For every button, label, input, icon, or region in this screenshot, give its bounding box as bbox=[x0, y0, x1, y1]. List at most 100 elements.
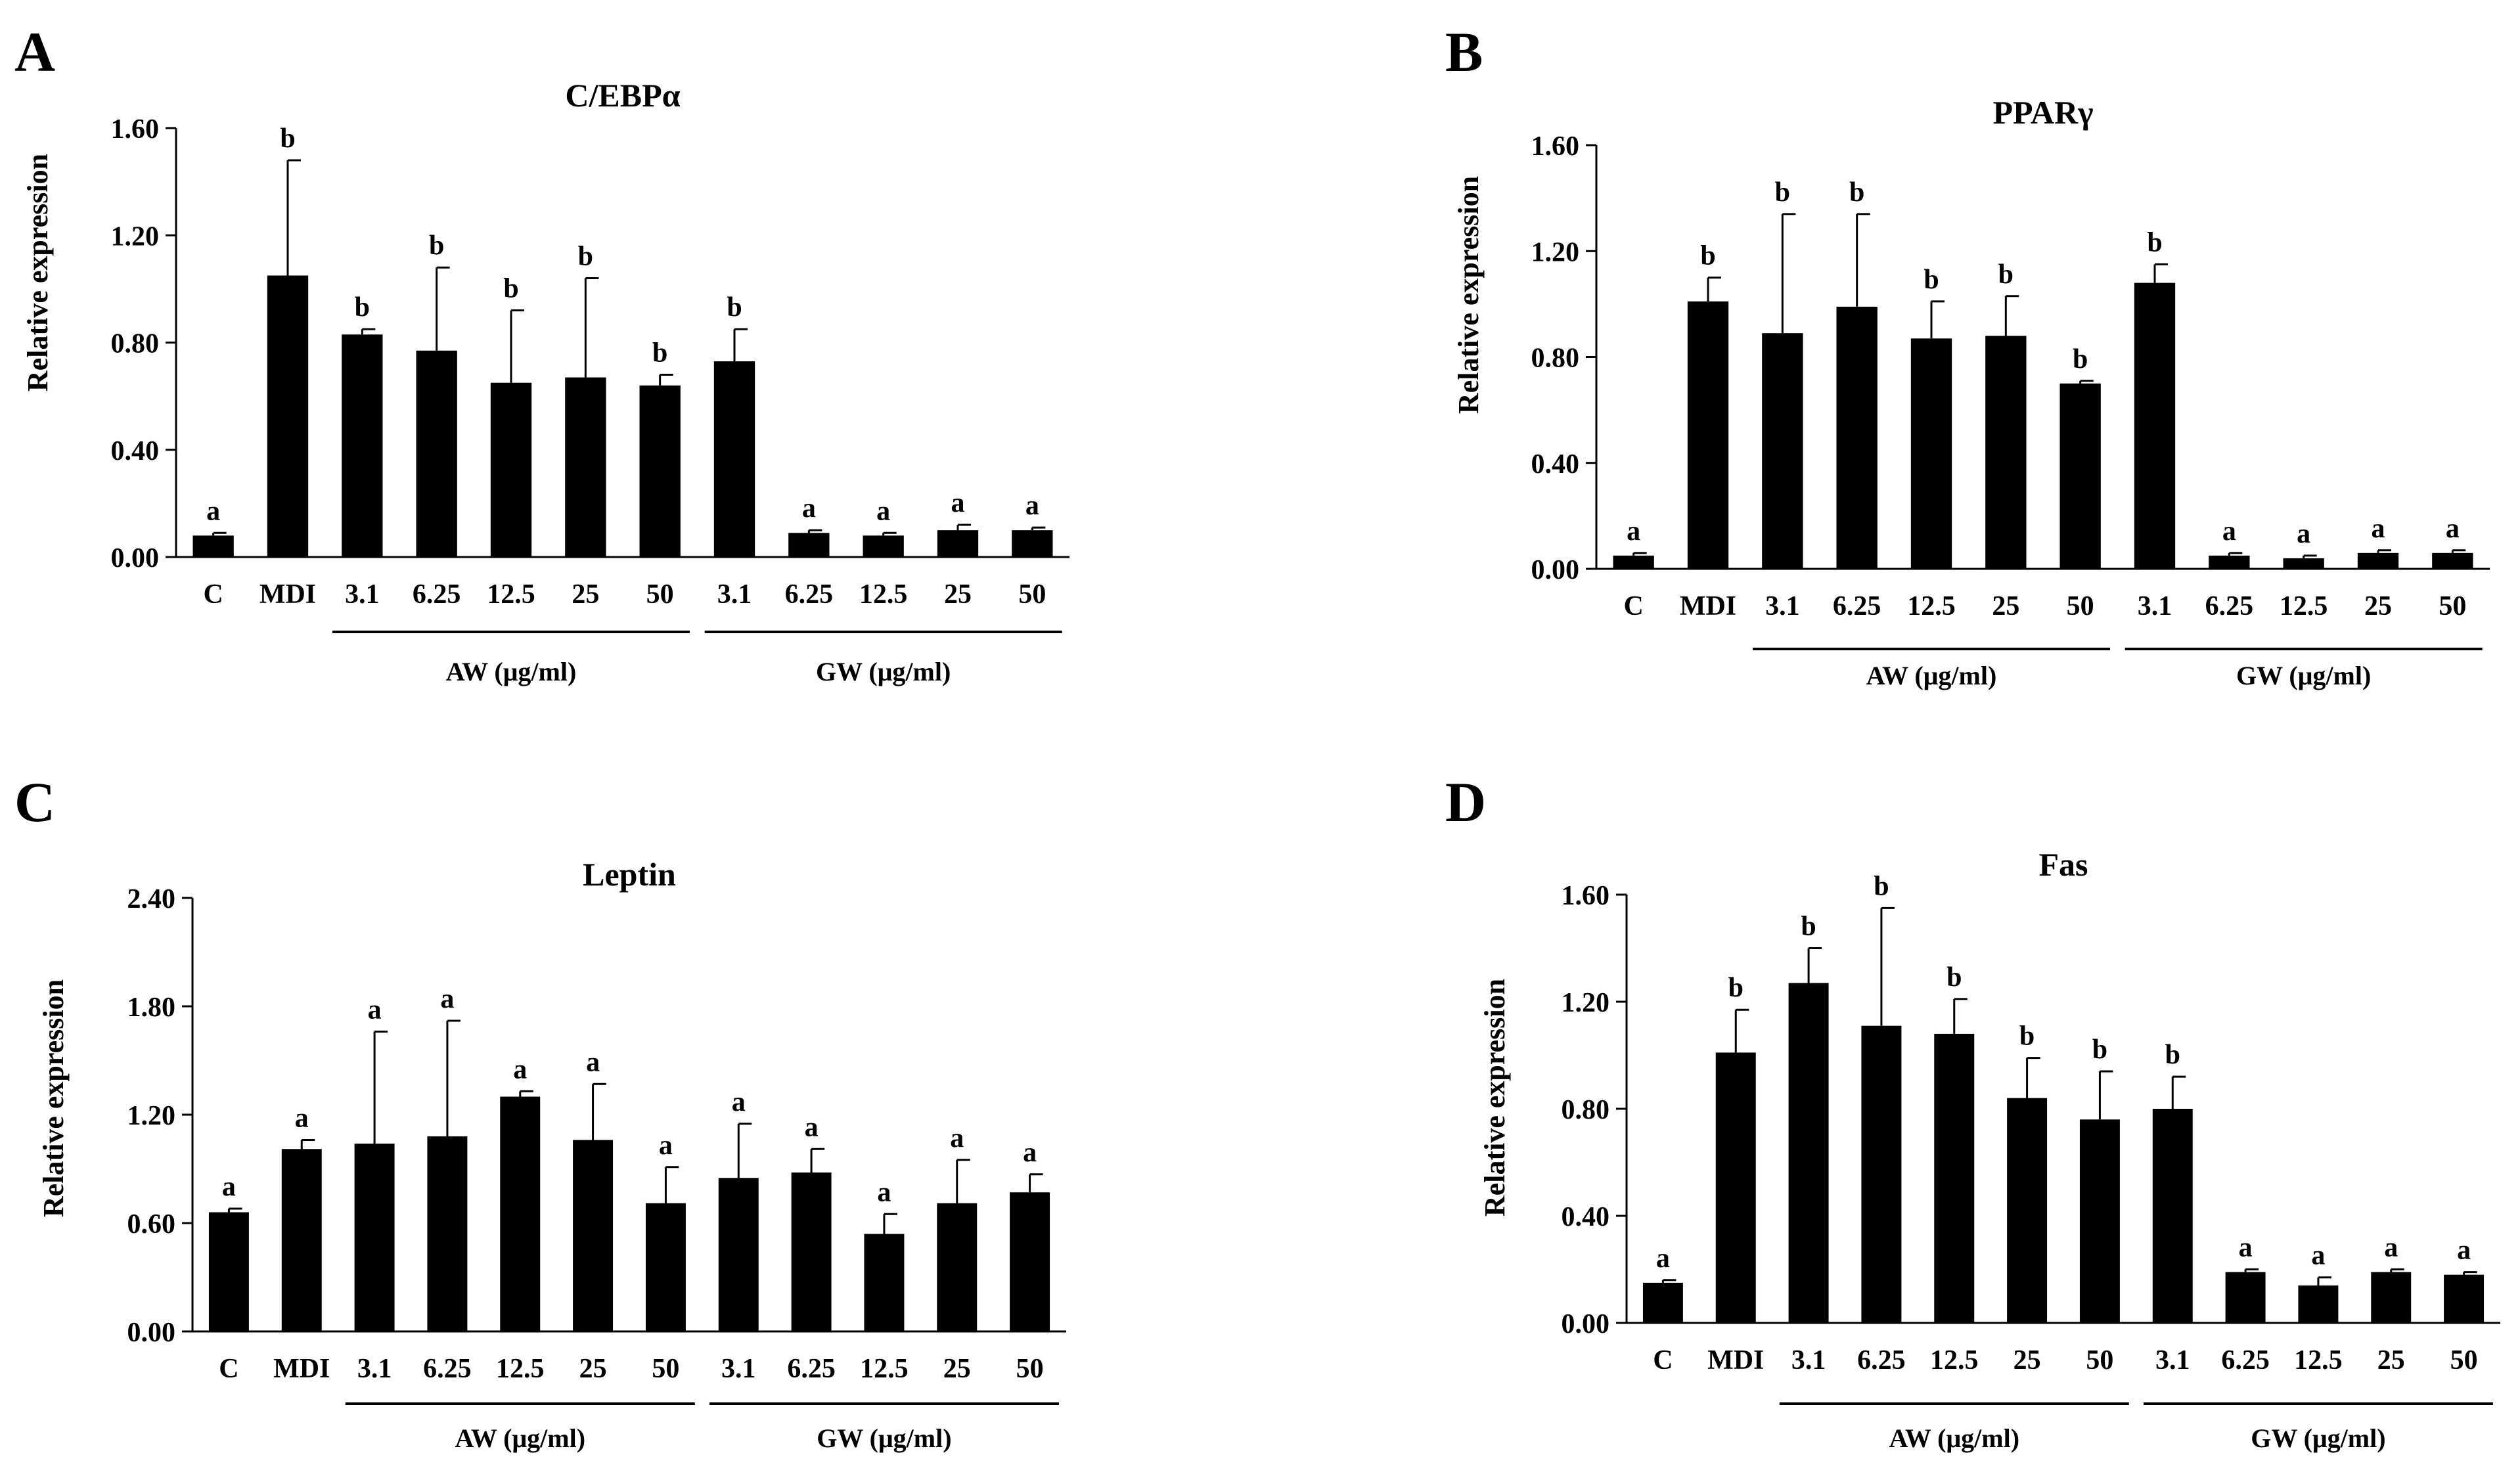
significance-letter-D-0: a bbox=[1656, 1243, 1670, 1274]
significance-letter-C-1: a bbox=[295, 1104, 309, 1134]
y-tick-label-B-4: 1.60 bbox=[1531, 131, 1580, 162]
bar-B-10 bbox=[2357, 552, 2399, 569]
group-label-C-1: GW (μg/ml) bbox=[817, 1423, 951, 1453]
x-tick-label-A-11: 50 bbox=[1018, 579, 1046, 610]
x-tick-label-C-8: 6.25 bbox=[787, 1354, 836, 1384]
x-tick-label-C-9: 12.5 bbox=[860, 1354, 909, 1384]
y-tick-label-C-4: 2.40 bbox=[127, 884, 176, 914]
bar-A-7 bbox=[713, 361, 755, 557]
bar-C-2 bbox=[354, 1144, 395, 1331]
x-tick-label-C-7: 3.1 bbox=[721, 1354, 756, 1384]
significance-letter-D-4: b bbox=[1946, 962, 1962, 993]
bar-D-3 bbox=[1861, 1025, 1902, 1323]
x-tick-label-C-0: C bbox=[219, 1354, 238, 1384]
significance-letter-D-1: b bbox=[1728, 973, 1744, 1003]
panel-label-B: B bbox=[1445, 20, 1483, 83]
x-tick-label-D-11: 50 bbox=[2450, 1345, 2478, 1375]
group-label-D-0: AW (μg/ml) bbox=[1889, 1423, 2019, 1453]
bar-B-8 bbox=[2209, 555, 2250, 569]
chart-title-A: C/EBPα bbox=[565, 77, 680, 114]
chart-title-B: PPARγ bbox=[1993, 94, 2094, 131]
panel-label-C: C bbox=[14, 770, 55, 834]
significance-letter-B-4: b bbox=[1924, 265, 1939, 295]
significance-letter-A-8: a bbox=[802, 493, 816, 524]
significance-letter-C-5: a bbox=[586, 1047, 600, 1077]
x-tick-label-D-7: 3.1 bbox=[2155, 1345, 2190, 1375]
y-tick-label-A-4: 1.60 bbox=[111, 114, 160, 145]
significance-letter-B-10: a bbox=[2372, 514, 2385, 544]
x-tick-label-B-11: 50 bbox=[2439, 591, 2466, 621]
significance-letter-A-0: a bbox=[206, 496, 220, 526]
bar-C-7 bbox=[718, 1178, 759, 1331]
y-tick-label-C-0: 0.00 bbox=[127, 1318, 176, 1348]
x-tick-label-C-2: 3.1 bbox=[357, 1354, 392, 1384]
group-label-A-0: AW (μg/ml) bbox=[446, 657, 577, 686]
bar-B-6 bbox=[2059, 383, 2101, 569]
bar-B-11 bbox=[2432, 552, 2473, 569]
bar-A-10 bbox=[937, 530, 979, 557]
x-tick-label-C-11: 50 bbox=[1016, 1354, 1044, 1384]
bar-A-3 bbox=[416, 350, 457, 557]
significance-letter-C-3: a bbox=[440, 984, 454, 1014]
y-tick-label-B-1: 0.40 bbox=[1531, 449, 1580, 480]
x-tick-label-B-1: MDI bbox=[1680, 591, 1736, 621]
x-tick-label-D-8: 6.25 bbox=[2221, 1345, 2270, 1375]
y-axis-label-D: Relative expression bbox=[1479, 979, 1511, 1217]
bar-C-4 bbox=[500, 1096, 541, 1331]
x-tick-label-A-0: C bbox=[203, 579, 223, 610]
x-tick-label-A-3: 6.25 bbox=[413, 579, 461, 610]
bar-D-7 bbox=[2152, 1109, 2193, 1323]
bar-B-4 bbox=[1910, 338, 1952, 569]
bar-C-5 bbox=[573, 1140, 614, 1331]
bar-A-4 bbox=[490, 382, 532, 557]
x-tick-label-D-3: 6.25 bbox=[1857, 1345, 1906, 1375]
x-tick-label-D-0: C bbox=[1653, 1345, 1673, 1375]
x-tick-label-A-9: 12.5 bbox=[859, 579, 908, 610]
x-tick-label-C-1: MDI bbox=[273, 1354, 330, 1384]
x-tick-label-A-7: 3.1 bbox=[717, 579, 752, 610]
x-tick-label-C-10: 25 bbox=[943, 1354, 971, 1384]
bar-C-1 bbox=[281, 1149, 322, 1331]
y-tick-label-D-4: 1.60 bbox=[1562, 881, 1610, 911]
y-tick-label-A-3: 1.20 bbox=[111, 221, 160, 252]
significance-letter-B-8: a bbox=[2222, 516, 2236, 547]
bar-D-5 bbox=[2007, 1098, 2048, 1323]
significance-letter-D-5: b bbox=[2019, 1021, 2035, 1052]
x-tick-label-B-10: 25 bbox=[2364, 591, 2392, 621]
bar-D-4 bbox=[1934, 1033, 1975, 1323]
significance-letter-C-10: a bbox=[950, 1123, 964, 1153]
panel-label-A: A bbox=[14, 20, 55, 83]
significance-letter-A-9: a bbox=[876, 496, 890, 526]
significance-letter-B-1: b bbox=[1700, 241, 1715, 271]
significance-letter-C-7: a bbox=[732, 1087, 746, 1117]
x-tick-label-D-1: MDI bbox=[1707, 1345, 1764, 1375]
group-label-D-1: GW (μg/ml) bbox=[2251, 1423, 2385, 1453]
significance-letter-C-0: a bbox=[222, 1172, 236, 1202]
bar-A-8 bbox=[788, 533, 830, 557]
bar-C-10 bbox=[937, 1203, 978, 1331]
significance-letter-B-11: a bbox=[2446, 514, 2460, 544]
y-tick-label-A-0: 0.00 bbox=[111, 543, 160, 573]
bar-C-9 bbox=[864, 1234, 905, 1331]
bar-C-8 bbox=[791, 1172, 832, 1331]
significance-letter-C-2: a bbox=[368, 995, 382, 1025]
x-tick-label-C-6: 50 bbox=[652, 1354, 679, 1384]
x-tick-label-B-5: 25 bbox=[1992, 591, 2019, 621]
bar-B-5 bbox=[1985, 336, 2027, 569]
bar-D-2 bbox=[1788, 983, 1829, 1323]
y-axis-label-A: Relative expression bbox=[22, 154, 54, 391]
y-tick-label-D-0: 0.00 bbox=[1562, 1309, 1610, 1339]
group-label-C-0: AW (μg/ml) bbox=[455, 1423, 585, 1453]
bar-B-1 bbox=[1687, 301, 1729, 569]
y-tick-label-C-2: 1.20 bbox=[127, 1101, 176, 1131]
bar-A-0 bbox=[192, 535, 234, 557]
x-tick-label-A-4: 12.5 bbox=[487, 579, 535, 610]
chart-title-C: Leptin bbox=[583, 856, 676, 893]
bar-D-10 bbox=[2371, 1272, 2412, 1323]
x-tick-label-D-10: 25 bbox=[2377, 1345, 2405, 1375]
bar-A-9 bbox=[863, 535, 904, 557]
chart-title-D: Fas bbox=[2039, 846, 2088, 883]
x-tick-label-C-4: 12.5 bbox=[496, 1354, 545, 1384]
x-tick-label-A-8: 6.25 bbox=[785, 579, 834, 610]
bar-A-6 bbox=[639, 385, 681, 557]
